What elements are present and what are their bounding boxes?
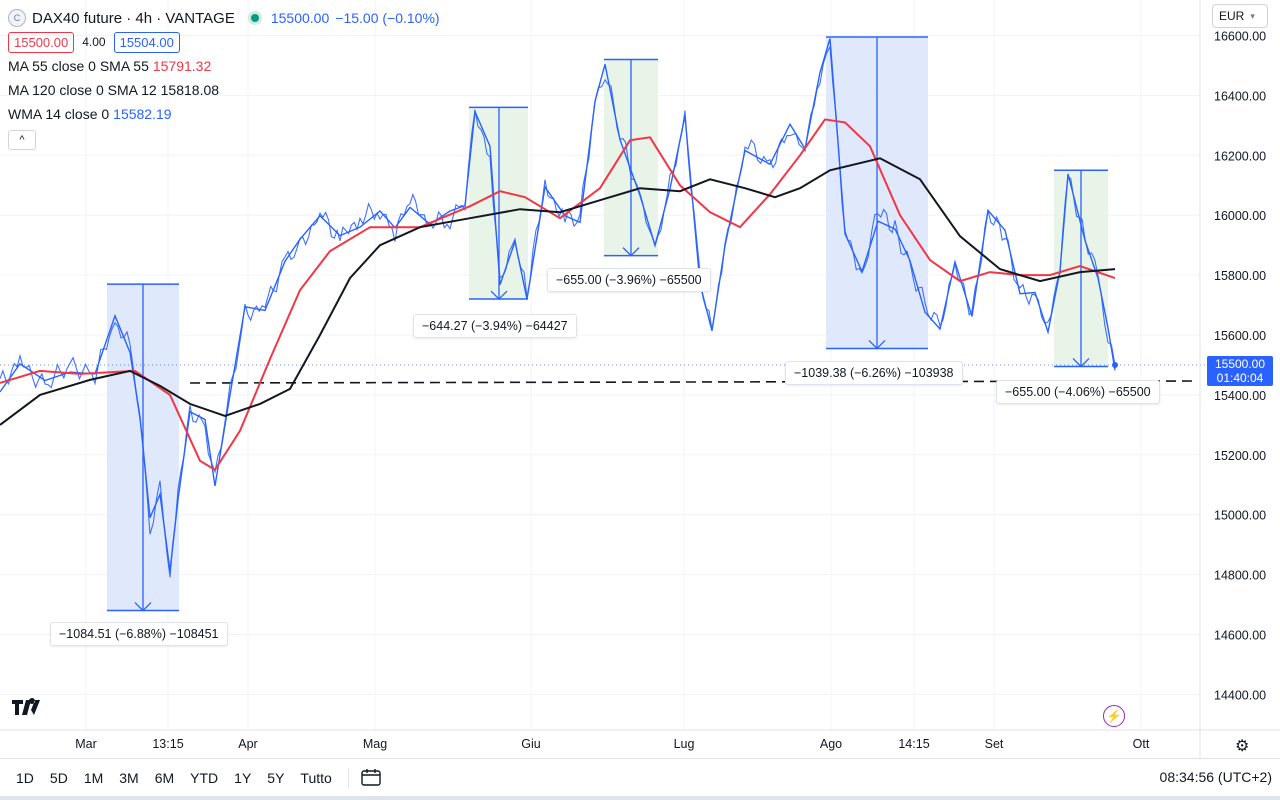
symbol-logo-icon[interactable]: C <box>8 9 26 27</box>
measure-label[interactable]: −644.27 (−3.94%) −64427 <box>413 314 577 338</box>
currency-select[interactable]: EUR ▾ <box>1212 4 1268 28</box>
measure-label[interactable]: −1084.51 (−6.88%) −108451 <box>50 622 228 646</box>
price-axis-label: 14600.00 <box>1214 629 1266 643</box>
tradingview-logo-icon[interactable] <box>10 698 42 721</box>
indicator-value: 15582.19 <box>113 106 172 122</box>
chart-legend: C DAX40 future · 4h · VANTAGE 15500.00 −… <box>8 6 446 150</box>
measure-label[interactable]: −1039.38 (−6.26%) −103938 <box>785 361 963 385</box>
price-axis-label: 15000.00 <box>1214 509 1266 523</box>
range-6m[interactable]: 6M <box>154 770 175 786</box>
ma120-line <box>0 157 1116 426</box>
current-price-tag: 15500.00 01:40:04 <box>1207 356 1273 386</box>
collapse-legend-button[interactable]: ^ <box>8 130 36 150</box>
time-axis-label: Lug <box>674 737 695 751</box>
indicator-label: MA 120 close 0 SMA 12 <box>8 82 157 98</box>
time-axis-label: Giu <box>521 737 541 751</box>
indicator-ma120[interactable]: MA 120 close 0 SMA 12 15818.08 <box>8 78 446 102</box>
time-axis-label: Ago <box>820 737 842 751</box>
time-axis-label: Set <box>985 737 1004 751</box>
price-axis-label: 16000.00 <box>1214 209 1266 223</box>
indicator-ma55[interactable]: MA 55 close 0 SMA 55 15791.32 <box>8 54 446 78</box>
gear-icon[interactable]: ⚙ <box>1235 738 1250 755</box>
market-open-status-icon <box>250 14 259 22</box>
arrow-head-icon <box>134 602 152 612</box>
range-1y[interactable]: 1Y <box>234 770 252 786</box>
currency-value: EUR <box>1219 9 1245 23</box>
price-axis-label: 15800.00 <box>1214 269 1266 283</box>
ma55-line <box>0 118 1116 472</box>
clock[interactable]: 08:34:56 (UTC+2) <box>1159 769 1272 785</box>
symbol-row: C DAX40 future · 4h · VANTAGE 15500.00 −… <box>8 6 446 30</box>
bottom-toolbar: 1D 5D 1M 3M 6M YTD 1Y 5Y Tutto 08:34:56 … <box>0 758 1280 797</box>
arrow-head-icon <box>868 340 886 350</box>
range-ytd[interactable]: YTD <box>190 770 219 786</box>
range-5d[interactable]: 5D <box>49 770 68 786</box>
chevron-down-icon: ▾ <box>1250 10 1255 21</box>
indicator-label: MA 55 close 0 SMA 55 <box>8 58 149 74</box>
price-change: −15.00 (−0.10%) <box>335 10 440 26</box>
chevron-up-icon: ^ <box>19 134 25 146</box>
footer-strip <box>0 796 1280 800</box>
measure-label[interactable]: −655.00 (−4.06%) −65500 <box>996 380 1160 404</box>
lightning-icon[interactable]: ⚡ <box>1103 705 1125 727</box>
range-all[interactable]: Tutto <box>300 770 332 786</box>
wma14-line <box>0 38 1116 572</box>
calendar-range-icon[interactable] <box>361 768 381 789</box>
price-axis-label: 16200.00 <box>1214 149 1266 163</box>
time-axis-label: 14:15 <box>898 737 929 751</box>
time-axis-label: Mar <box>75 737 97 751</box>
last-price-dot <box>1112 361 1118 368</box>
current-price: 15500.00 <box>1214 357 1266 371</box>
spread-value: 4.00 <box>82 35 106 49</box>
last-price: 15500.00 <box>270 10 330 26</box>
price-series-line <box>0 45 1116 578</box>
arrow-head-icon <box>490 290 508 300</box>
symbol-title[interactable]: DAX40 future · 4h · VANTAGE <box>32 9 235 27</box>
time-axis-label: Ott <box>1133 737 1150 751</box>
measure-label[interactable]: −655.00 (−3.96%) −65500 <box>547 268 711 292</box>
time-axis-label: Mag <box>363 737 387 751</box>
price-axis-label: 16600.00 <box>1214 30 1266 44</box>
indicator-label: WMA 14 close 0 <box>8 106 110 122</box>
range-1d[interactable]: 1D <box>16 770 34 786</box>
price-axis-label: 15600.00 <box>1214 329 1266 343</box>
bid-ask-row: 15500.00 4.00 15504.00 <box>8 30 446 54</box>
price-axis-label: 15400.00 <box>1214 389 1266 403</box>
indicator-value: 15791.32 <box>152 58 212 74</box>
indicator-wma14[interactable]: WMA 14 close 0 15582.19 <box>8 102 446 126</box>
range-1m[interactable]: 1M <box>83 770 104 786</box>
buy-price-button[interactable]: 15504.00 <box>113 31 180 53</box>
divider <box>347 768 349 788</box>
range-3m[interactable]: 3M <box>119 770 139 786</box>
price-axis-label: 15200.00 <box>1214 449 1266 463</box>
time-axis-label: Apr <box>238 737 257 751</box>
price-axis-label: 14400.00 <box>1214 688 1266 702</box>
time-axis-label: 13:15 <box>152 737 183 751</box>
sell-price-button[interactable]: 15500.00 <box>8 31 75 53</box>
arrow-head-icon <box>622 247 640 257</box>
range-5y[interactable]: 5Y <box>267 770 285 786</box>
price-axis-label: 14800.00 <box>1214 569 1266 583</box>
arrow-head-icon <box>1072 357 1090 368</box>
indicator-value: 15818.08 <box>160 82 220 98</box>
price-axis-label: 16400.00 <box>1214 89 1266 103</box>
bar-countdown: 01:40:04 <box>1216 371 1264 385</box>
